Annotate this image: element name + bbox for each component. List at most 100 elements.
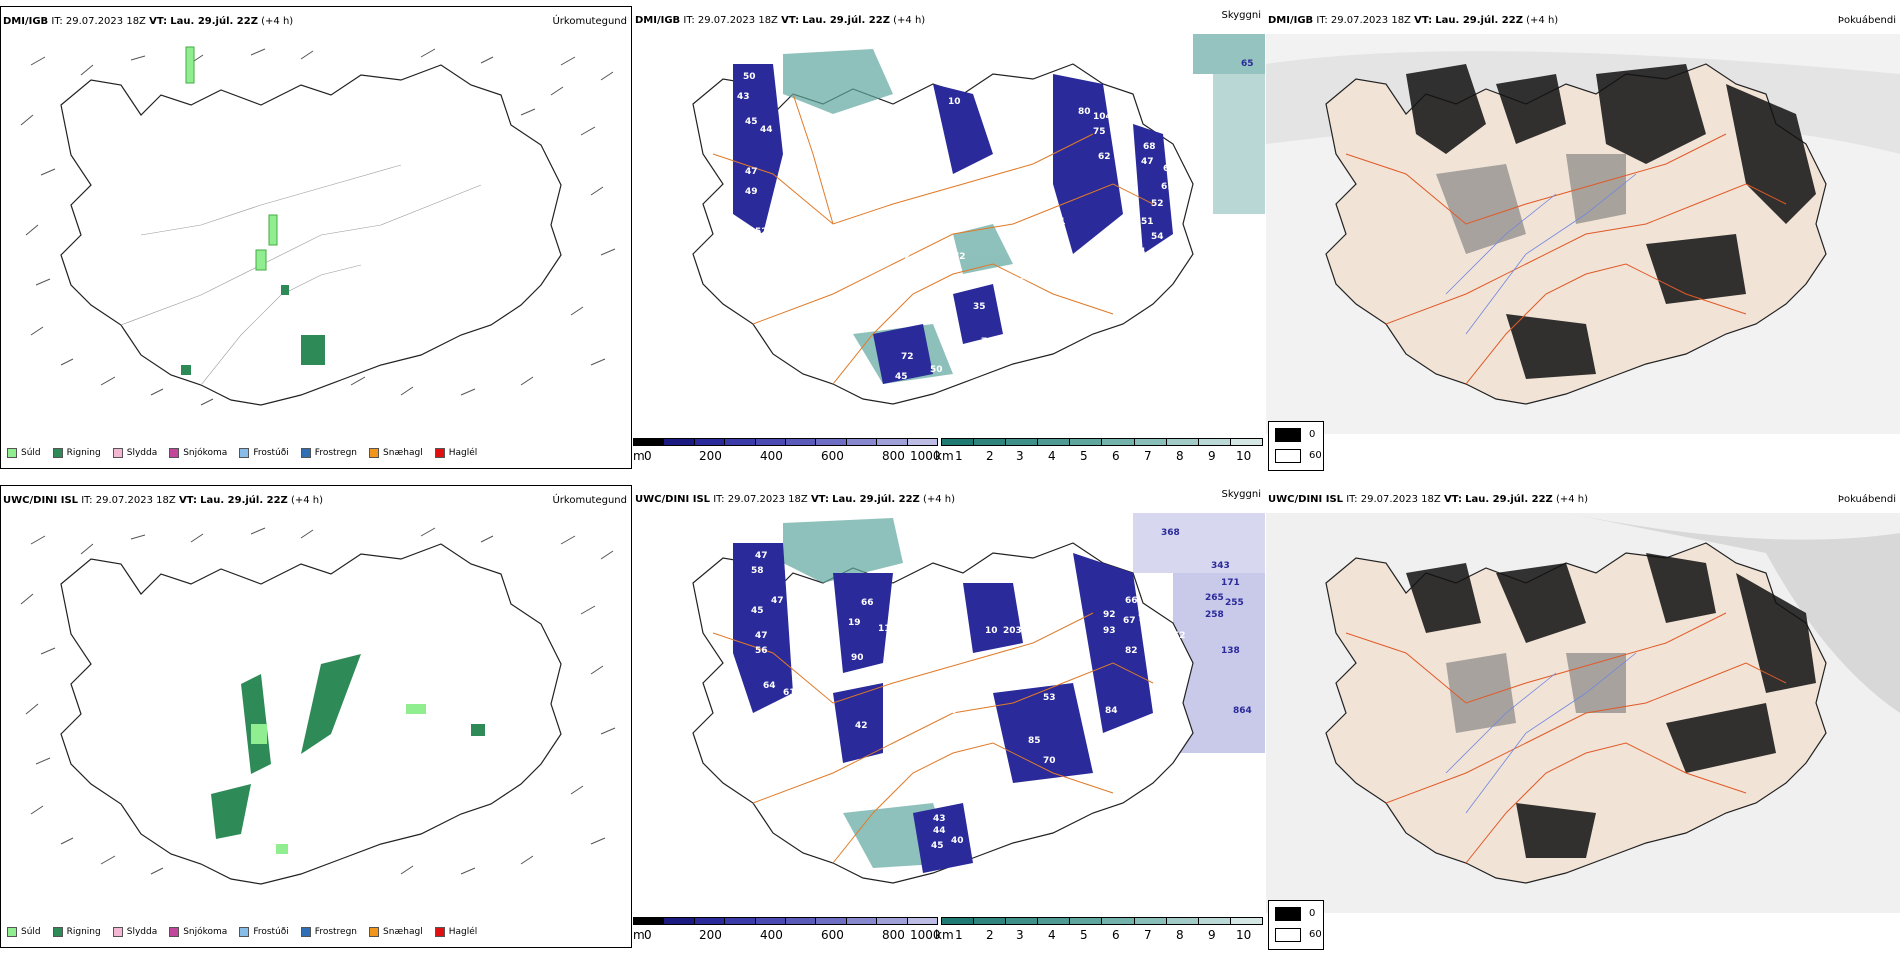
cloud-base-tick: 800 bbox=[882, 449, 905, 463]
legend-item-hail: Haglél bbox=[434, 927, 477, 937]
vt-label: VT: bbox=[149, 16, 168, 27]
iceland-outline bbox=[60, 64, 562, 406]
svg-text:138: 138 bbox=[1221, 646, 1240, 656]
it-label: IT: bbox=[683, 15, 695, 26]
it-label: IT: bbox=[713, 494, 725, 505]
svg-text:87: 87 bbox=[931, 789, 944, 799]
panel-header: DMI/IGB IT: 29.07.2023 18Z VT: Lau. 29.j… bbox=[1268, 15, 1898, 29]
model-name: DMI/IGB bbox=[1268, 15, 1314, 26]
roads bbox=[712, 612, 1154, 864]
model-name: UWC/DINI ISL bbox=[1268, 494, 1344, 505]
svg-text:61: 61 bbox=[1161, 182, 1174, 192]
svg-text:47: 47 bbox=[755, 631, 768, 641]
fog-legend-swatch-low bbox=[1275, 907, 1301, 921]
svg-text:52: 52 bbox=[898, 252, 911, 262]
panel-header: UWC/DINI ISL IT: 29.07.2023 18Z VT: Lau.… bbox=[3, 495, 629, 509]
svg-text:67: 67 bbox=[1123, 616, 1136, 626]
precip-areas bbox=[185, 46, 278, 271]
cloud-map: 50 43 45 44 47 49 52 52 55 66 56 44 10 7… bbox=[692, 34, 1265, 405]
legend-item-snow: Snjókoma bbox=[169, 448, 227, 458]
fog-index-panel: UWC/DINI ISL IT: 29.07.2023 18Z VT: Lau.… bbox=[1266, 485, 1900, 960]
vt-value: Lau. 29.júl. 22Z bbox=[802, 15, 890, 26]
svg-text:66: 66 bbox=[861, 598, 874, 608]
it-value: 29.07.2023 18Z bbox=[95, 495, 176, 506]
cloud-base-colorbar: m 0 200 400 600 800 1000 bbox=[633, 917, 941, 947]
svg-text:50: 50 bbox=[930, 365, 943, 375]
lead-time: (+4 h) bbox=[922, 494, 956, 505]
svg-text:64: 64 bbox=[763, 681, 776, 691]
svg-text:27: 27 bbox=[908, 626, 921, 636]
panel-title: Skyggni bbox=[1221, 489, 1261, 500]
wind-barbs bbox=[20, 527, 616, 875]
svg-text:47: 47 bbox=[745, 167, 758, 177]
fog-legend-label-low: 0 bbox=[1309, 908, 1316, 919]
svg-text:61: 61 bbox=[783, 688, 796, 698]
svg-text:47: 47 bbox=[771, 596, 784, 606]
visibility-unit: km bbox=[935, 928, 954, 942]
vt-value: Lau. 29.júl. 22Z bbox=[1435, 15, 1523, 26]
panel-header: DMI/IGB IT: 29.07.2023 18Z VT: Lau. 29.j… bbox=[635, 10, 1263, 29]
svg-text:64: 64 bbox=[1163, 164, 1176, 174]
svg-text:44: 44 bbox=[760, 125, 773, 135]
visibility-tick: 6 bbox=[1112, 928, 1120, 942]
vt-label: VT: bbox=[1443, 494, 1462, 505]
svg-text:45: 45 bbox=[745, 117, 758, 127]
legend-item-snow: Snjókoma bbox=[169, 927, 227, 937]
svg-text:47: 47 bbox=[755, 551, 768, 561]
svg-text:43: 43 bbox=[737, 92, 750, 102]
fog-legend: 0 60 bbox=[1268, 900, 1324, 950]
legend-item-freezing-rain: Frostregn bbox=[300, 927, 357, 937]
cloud-base-tick: 0 bbox=[644, 928, 652, 942]
precip-map bbox=[20, 527, 616, 885]
svg-text:343: 343 bbox=[1211, 561, 1230, 571]
cloud-base-colorbar-strip bbox=[633, 917, 938, 925]
visibility-tick: 3 bbox=[1016, 449, 1024, 463]
svg-text:56: 56 bbox=[755, 646, 768, 656]
cloud-base-tick: 1000 bbox=[910, 449, 941, 463]
svg-text:66: 66 bbox=[831, 147, 844, 157]
visibility-tick: 8 bbox=[1176, 449, 1184, 463]
svg-text:10: 10 bbox=[948, 97, 961, 107]
svg-text:54: 54 bbox=[1151, 232, 1164, 242]
precip-type-panel: DMI/IGB IT: 29.07.2023 18Z VT: Lau. 29.j… bbox=[0, 6, 632, 469]
legend-item-rain: Rigning bbox=[52, 448, 101, 458]
precip-map bbox=[20, 46, 616, 406]
svg-text:52: 52 bbox=[783, 162, 796, 172]
fog-legend-label-high: 60 bbox=[1309, 450, 1322, 461]
rivers bbox=[1445, 652, 1637, 814]
svg-text:171: 171 bbox=[1221, 578, 1240, 588]
svg-text:46: 46 bbox=[1113, 267, 1126, 277]
svg-text:49: 49 bbox=[745, 187, 758, 197]
vt-label: VT: bbox=[1414, 15, 1433, 26]
lead-time: (+4 h) bbox=[1555, 494, 1589, 505]
visibility-tick: 4 bbox=[1048, 449, 1056, 463]
panel-header: UWC/DINI ISL IT: 29.07.2023 18Z VT: Lau.… bbox=[635, 489, 1263, 508]
svg-text:76: 76 bbox=[1138, 614, 1151, 624]
rain-areas bbox=[181, 285, 325, 375]
cloud-base-areas bbox=[733, 64, 1173, 384]
roads bbox=[1345, 133, 1787, 385]
precip-type-panel: UWC/DINI ISL IT: 29.07.2023 18Z VT: Lau.… bbox=[0, 485, 632, 948]
svg-text:93: 93 bbox=[1103, 626, 1116, 636]
svg-text:83: 83 bbox=[908, 581, 921, 591]
panel-title: Úrkomutegund bbox=[552, 495, 627, 506]
it-label: IT: bbox=[51, 16, 63, 27]
svg-text:45: 45 bbox=[751, 606, 764, 616]
svg-text:71: 71 bbox=[993, 107, 1006, 117]
vt-label: VT: bbox=[810, 494, 829, 505]
svg-text:70: 70 bbox=[1043, 756, 1056, 766]
visibility-tick: 2 bbox=[986, 928, 994, 942]
visibility-unit: km bbox=[935, 449, 954, 463]
svg-text:66: 66 bbox=[1013, 277, 1026, 287]
legend-item-drizzle: Súld bbox=[7, 448, 41, 458]
fog-index-panel: DMI/IGB IT: 29.07.2023 18Z VT: Lau. 29.j… bbox=[1266, 6, 1900, 481]
svg-text:80: 80 bbox=[1078, 107, 1091, 117]
vt-value: Lau. 29.júl. 22Z bbox=[200, 495, 288, 506]
visibility-tick: 10 bbox=[1236, 449, 1252, 463]
visibility-tick: 9 bbox=[1208, 449, 1216, 463]
cloud-base-colorbar: m 0 200 400 600 800 1000 bbox=[633, 438, 941, 468]
svg-text:68: 68 bbox=[1143, 142, 1156, 152]
svg-text:56: 56 bbox=[848, 177, 861, 187]
svg-text:58: 58 bbox=[751, 566, 764, 576]
svg-text:52: 52 bbox=[1123, 172, 1136, 182]
